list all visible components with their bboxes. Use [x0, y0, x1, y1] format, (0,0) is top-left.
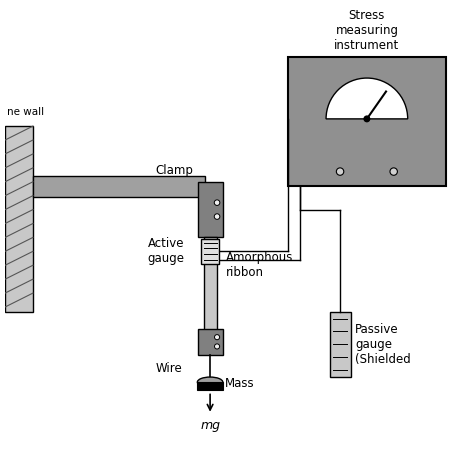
Text: Amorphous
ribbon: Amorphous ribbon [226, 251, 294, 279]
Text: Mass: Mass [225, 377, 255, 390]
Wedge shape [326, 78, 408, 119]
Bar [198, 182, 223, 237]
Text: Active
gauge: Active gauge [147, 237, 184, 265]
Text: mg: mg [200, 419, 220, 432]
Ellipse shape [197, 377, 223, 387]
Circle shape [214, 200, 220, 205]
Text: Stress
measuring
instrument: Stress measuring instrument [334, 9, 400, 52]
Text: Wire: Wire [155, 362, 182, 374]
Circle shape [364, 116, 370, 122]
Bar [197, 382, 223, 390]
Circle shape [390, 168, 397, 175]
Bar [5, 126, 33, 311]
Circle shape [214, 214, 220, 219]
Circle shape [337, 168, 344, 175]
Bar [201, 238, 219, 264]
Bar [330, 311, 351, 376]
Circle shape [215, 335, 219, 340]
Bar [33, 176, 204, 197]
Bar [204, 237, 217, 342]
Text: Passive
gauge
(Shielded: Passive gauge (Shielded [356, 323, 411, 365]
Text: ne wall: ne wall [8, 107, 45, 117]
Bar [198, 329, 223, 355]
Bar [288, 56, 446, 186]
Text: Clamp: Clamp [155, 164, 193, 177]
Circle shape [215, 344, 219, 349]
